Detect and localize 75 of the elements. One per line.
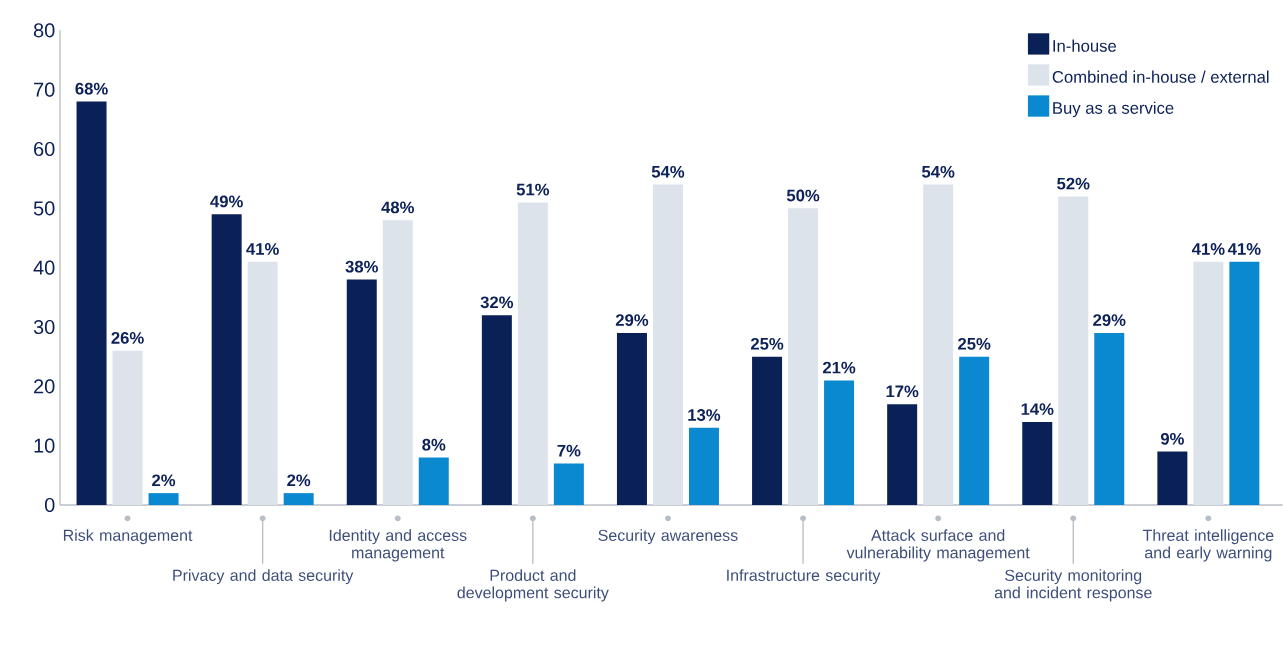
x-tick-label: Identity and access management: [329, 529, 467, 562]
bar: [688, 427, 719, 505]
data-label: 9%: [1160, 432, 1184, 445]
data-label: 41%: [1227, 243, 1261, 255]
data-label: 29%: [615, 314, 649, 327]
x-tick-label: Threat intelligence and early warning: [1142, 529, 1274, 562]
bar: [481, 315, 512, 505]
data-label: 17%: [886, 385, 919, 398]
data-label: 26%: [111, 332, 144, 344]
data-label: 2%: [152, 474, 176, 487]
data-label: 54%: [651, 165, 685, 178]
bar: [346, 279, 377, 505]
legend-label: Buy as a service: [1053, 101, 1174, 118]
data-label: 29%: [1093, 314, 1126, 327]
data-label: 49%: [210, 195, 243, 208]
y-tick-label: 30: [33, 319, 55, 335]
x-tick-label: Infrastructure security: [727, 569, 881, 585]
bar: [1229, 261, 1260, 505]
bar: [1058, 196, 1089, 505]
data-label: 8%: [422, 438, 446, 451]
data-label: 32%: [480, 296, 514, 309]
data-label: 54%: [922, 165, 955, 178]
data-label: 21%: [822, 361, 856, 374]
bar: [959, 356, 990, 505]
legend-label: Combined in-house / external: [1052, 70, 1269, 83]
y-tick-label: 0: [44, 497, 55, 513]
bar: [616, 332, 647, 505]
x-tick-label: Privacy and data security: [173, 569, 354, 585]
bar: [1094, 332, 1125, 505]
bar: [112, 350, 143, 505]
bar: [1157, 451, 1188, 505]
y-tick-label: 10: [34, 438, 55, 453]
bar: [76, 101, 107, 505]
bar: [553, 463, 584, 505]
x-tick-label: Product and development security: [457, 569, 609, 602]
bar: [887, 404, 918, 505]
data-label: 7%: [557, 444, 581, 457]
x-tick-label: Security awareness: [598, 529, 738, 545]
data-label: 2%: [287, 474, 311, 487]
data-label: 14%: [1021, 403, 1054, 415]
y-tick-label: 40: [33, 260, 55, 275]
y-tick-label: 70: [34, 82, 55, 97]
y-tick-label: 80: [33, 23, 55, 38]
data-label: 38%: [345, 260, 378, 273]
bar: [824, 380, 855, 505]
bar: [652, 184, 683, 505]
data-label: 50%: [786, 189, 820, 202]
data-label: 51%: [516, 183, 550, 196]
legend-label: In-house: [1053, 39, 1117, 52]
bar: [1193, 261, 1224, 505]
data-label: 13%: [688, 409, 721, 421]
data-label: 41%: [1191, 243, 1225, 255]
y-tick-label: 50: [33, 201, 55, 216]
y-tick-label: 20: [34, 379, 55, 394]
bar: [148, 493, 179, 505]
x-tick-label: Security monitoring and incident response: [994, 569, 1152, 602]
data-label: 68%: [75, 82, 108, 95]
x-tick-label: Risk management: [63, 529, 193, 545]
data-label: 25%: [750, 337, 784, 350]
bar: [923, 184, 954, 505]
y-tick-label: 60: [34, 141, 55, 157]
data-label: 48%: [381, 201, 414, 214]
data-label: 25%: [958, 337, 991, 350]
bar: [247, 261, 278, 505]
data-label: 41%: [246, 243, 279, 255]
x-tick-label: Attack surface and vulnerability management: [846, 529, 1030, 562]
bar: [517, 202, 548, 505]
bar: [211, 214, 242, 505]
bar: [1022, 421, 1053, 505]
bar: [418, 457, 449, 505]
data-label: 52%: [1057, 177, 1090, 190]
bar: [283, 493, 314, 505]
bar: [382, 220, 413, 505]
bar: [788, 208, 819, 505]
bar: [752, 356, 783, 505]
